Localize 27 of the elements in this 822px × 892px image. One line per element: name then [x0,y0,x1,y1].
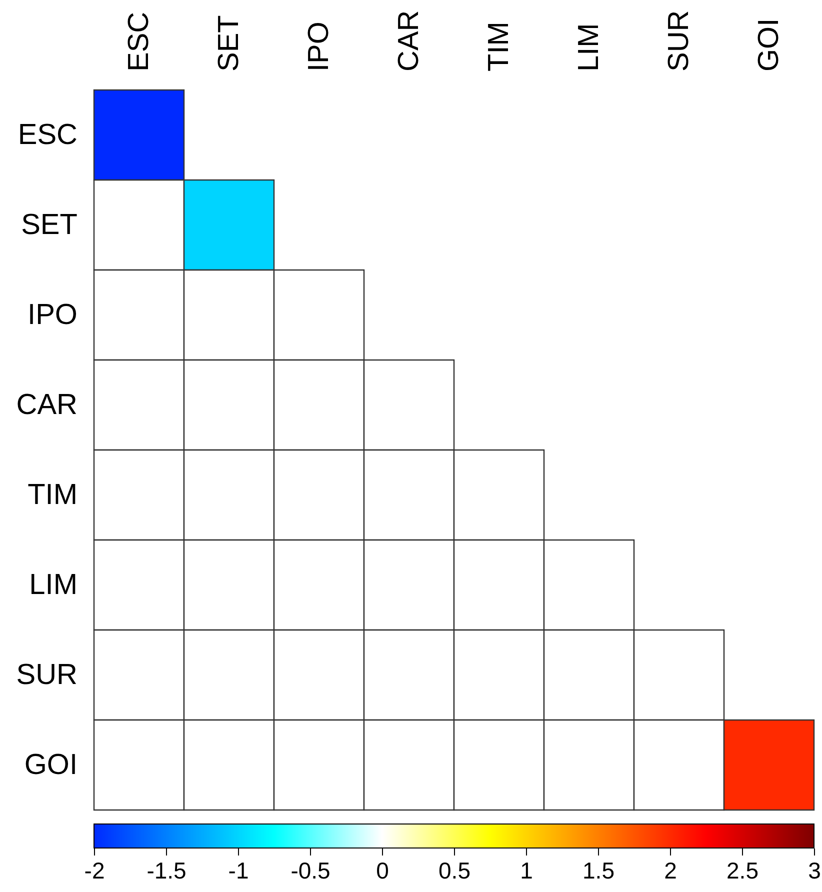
y-tick-label: SUR [16,659,78,691]
x-tick-label: GOI [753,18,785,72]
x-tick-label: SUR [663,10,695,72]
color-bar-label: 2 [664,858,677,884]
color-bar-label: -2 [84,858,105,884]
color-bar-label: -1 [228,858,249,884]
color-bar-label: -1.5 [146,858,186,884]
x-tick-label: IPO [303,22,335,72]
y-tick-label: LIM [29,569,78,601]
y-tick-label: TIM [28,479,78,511]
x-tick-label: TIM [483,22,515,72]
color-bar-label: 1.5 [582,858,614,884]
y-tick-label: ESC [18,119,78,151]
x-tick-label: SET [213,14,245,72]
color-bar-label: 3 [808,858,821,884]
color-bar-label: 0.5 [438,858,470,884]
x-tick-label: LIM [573,23,605,72]
x-tick-label: ESC [123,12,155,72]
y-tick-label: CAR [16,389,78,421]
y-tick-label: IPO [28,299,78,331]
y-tick-label: SET [21,209,78,241]
y-tick-label: GOI [24,749,78,781]
color-bar-label: 2.5 [726,858,758,884]
color-bar-label: -0.5 [290,858,330,884]
color-bar-label: 1 [520,858,533,884]
color-bar-label: 0 [376,858,389,884]
x-tick-label: CAR [393,10,425,72]
